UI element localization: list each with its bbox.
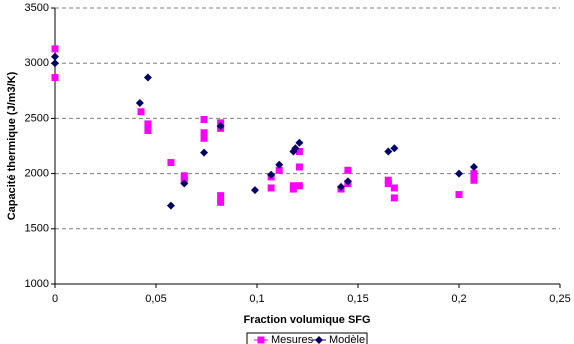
- point: [470, 170, 478, 178]
- x-tick-label: 0,05: [145, 293, 166, 305]
- point: [200, 129, 208, 137]
- y-tick-label: 2500: [25, 112, 49, 124]
- point: [200, 148, 209, 157]
- point: [295, 148, 303, 156]
- point: [137, 108, 145, 116]
- y-tick-label: 1000: [25, 278, 49, 290]
- point: [469, 162, 478, 171]
- point: [295, 138, 304, 147]
- point: [337, 182, 346, 191]
- legend-box: [246, 332, 368, 344]
- point: [384, 147, 393, 156]
- point: [295, 163, 303, 171]
- y-axis-label: Capacité thermique (J/m3/K): [6, 71, 18, 220]
- point: [135, 98, 144, 107]
- point: [344, 166, 352, 174]
- point: [144, 127, 152, 135]
- point: [166, 201, 175, 210]
- point: [470, 176, 478, 184]
- point: [180, 179, 189, 188]
- point: [384, 180, 392, 188]
- point: [216, 122, 225, 131]
- point: [267, 170, 276, 179]
- point: [275, 166, 283, 174]
- point: [390, 184, 398, 192]
- y-tick-label: 2000: [25, 168, 49, 180]
- point: [275, 160, 284, 169]
- point: [343, 177, 352, 186]
- point: [267, 184, 275, 192]
- point: [200, 134, 208, 142]
- point: [257, 336, 265, 344]
- point: [143, 73, 152, 82]
- point: [315, 336, 323, 344]
- point: [51, 52, 59, 61]
- point: [51, 45, 59, 53]
- x-tick-label: 0,15: [347, 293, 368, 305]
- y-tick-label: 1500: [25, 223, 49, 235]
- point: [390, 194, 398, 202]
- point: [200, 116, 208, 124]
- y-tick-label: 3500: [25, 2, 49, 14]
- point: [455, 169, 463, 178]
- point: [250, 186, 259, 195]
- point: [51, 59, 59, 68]
- point: [217, 192, 225, 200]
- x-axis-label: Fraction volumique SFG: [243, 314, 370, 326]
- point: [289, 185, 297, 193]
- legend-label: Modèle: [329, 334, 365, 344]
- point: [217, 198, 225, 206]
- x-tick-label: 0,1: [249, 293, 264, 305]
- point: [51, 74, 59, 82]
- y-tick-label: 3000: [25, 57, 49, 69]
- point: [180, 172, 188, 180]
- x-tick-label: 0: [52, 293, 58, 305]
- point: [295, 182, 303, 190]
- x-tick-label: 0,25: [549, 293, 570, 305]
- point: [455, 191, 463, 199]
- point: [390, 144, 399, 153]
- legend-label: Mesures: [271, 334, 314, 344]
- point: [167, 159, 175, 167]
- point: [144, 120, 152, 128]
- x-tick-label: 0,2: [451, 293, 466, 305]
- point: [291, 144, 300, 153]
